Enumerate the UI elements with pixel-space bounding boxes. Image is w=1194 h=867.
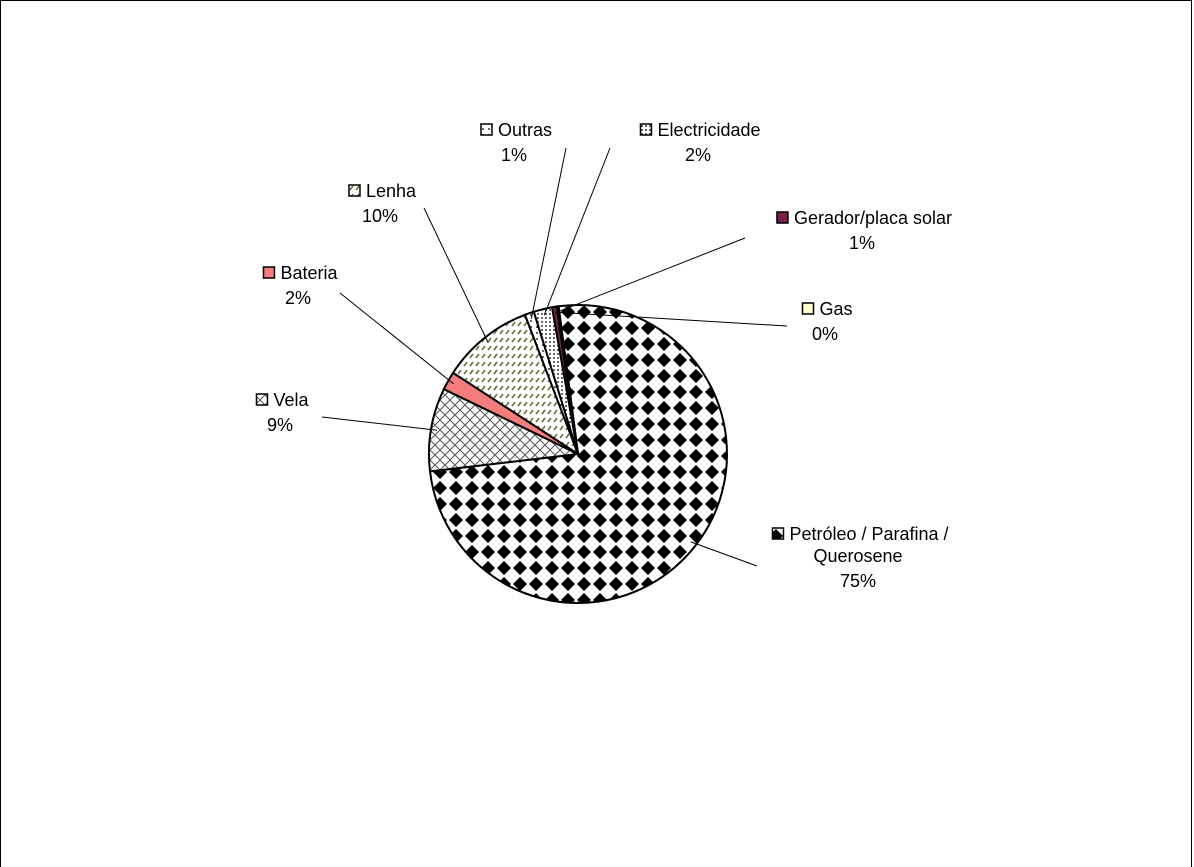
legend-swatch-2 — [262, 266, 276, 279]
leader-line-2 — [339, 292, 454, 385]
data-label-pct-1: 9% — [267, 415, 293, 435]
data-label-name-2-0: Bateria — [280, 263, 338, 283]
data-label-pct-6: 1% — [849, 233, 875, 253]
data-label-name-0-0: Petróleo / Parafina / — [789, 524, 948, 544]
legend-swatch-6 — [776, 211, 789, 224]
pie-slice-7 — [555, 305, 579, 455]
pie-slice-3 — [451, 313, 581, 457]
legend-swatch-7 — [801, 302, 815, 315]
leader-line-1 — [321, 416, 438, 431]
leader-line-7 — [558, 311, 788, 327]
legend-swatch-0 — [771, 527, 785, 540]
data-label-name-4-0: Outras — [498, 120, 552, 140]
legend-swatch-1 — [255, 393, 269, 406]
data-label-name-6-0: Gerador/placa solar — [794, 208, 952, 228]
data-label-pct-5: 2% — [685, 145, 711, 165]
data-label-pct-4: 1% — [501, 145, 527, 165]
leader-line-5 — [543, 147, 611, 316]
data-label-name-1-0: Vela — [273, 390, 309, 410]
data-label-pct-3: 10% — [362, 206, 398, 226]
leader-line-3 — [423, 207, 489, 343]
data-label-pct-7: 0% — [812, 324, 838, 344]
leader-line-6 — [555, 237, 746, 314]
legend-swatch-5 — [639, 123, 653, 136]
data-label-pct-0: 75% — [840, 571, 876, 591]
data-label-pct-2: 2% — [285, 288, 311, 308]
data-label-name-7-0: Gas — [819, 299, 852, 319]
legend-swatch-3 — [348, 184, 361, 197]
data-label-name-3-0: Lenha — [366, 181, 417, 201]
data-label-name-5-0: Electricidade — [657, 120, 760, 140]
legend-swatch-4 — [480, 123, 493, 136]
leader-line-0 — [690, 541, 758, 567]
data-label-name-0-1: Querosene — [813, 546, 902, 566]
leader-line-4 — [530, 147, 567, 319]
